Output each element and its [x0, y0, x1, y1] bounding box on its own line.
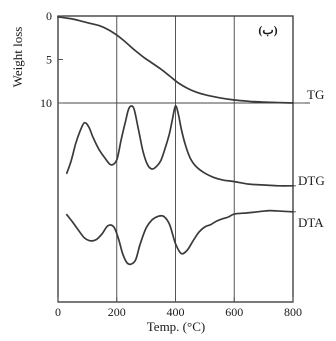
grid-lines	[58, 16, 310, 302]
y-tick-label-10: 10	[40, 96, 52, 110]
y-tick-label-5: 5	[46, 53, 52, 67]
y-axis-label: Weight loss	[10, 27, 25, 88]
dtg-curve	[65, 105, 294, 187]
x-tick-label-400: 400	[167, 305, 185, 319]
x-axis-label: Temp. (°C)	[147, 319, 205, 334]
y-tick-label-0: 0	[46, 9, 52, 23]
series-label-dtg: DTG	[298, 173, 325, 188]
x-tick-label-800: 800	[284, 305, 302, 319]
dta-curve	[65, 209, 294, 266]
x-tick-label-0: 0	[55, 305, 61, 319]
tg-curve	[57, 16, 294, 104]
x-tick-label-600: 600	[225, 305, 243, 319]
curves	[57, 16, 305, 266]
series-label-dta: DTA	[298, 215, 324, 230]
panel-label: (ب)	[258, 23, 277, 37]
axes: 0 200 400 600 800 0 5 10	[40, 9, 302, 319]
x-tick-label-200: 200	[108, 305, 126, 319]
series-label-tg: TG	[307, 87, 324, 102]
